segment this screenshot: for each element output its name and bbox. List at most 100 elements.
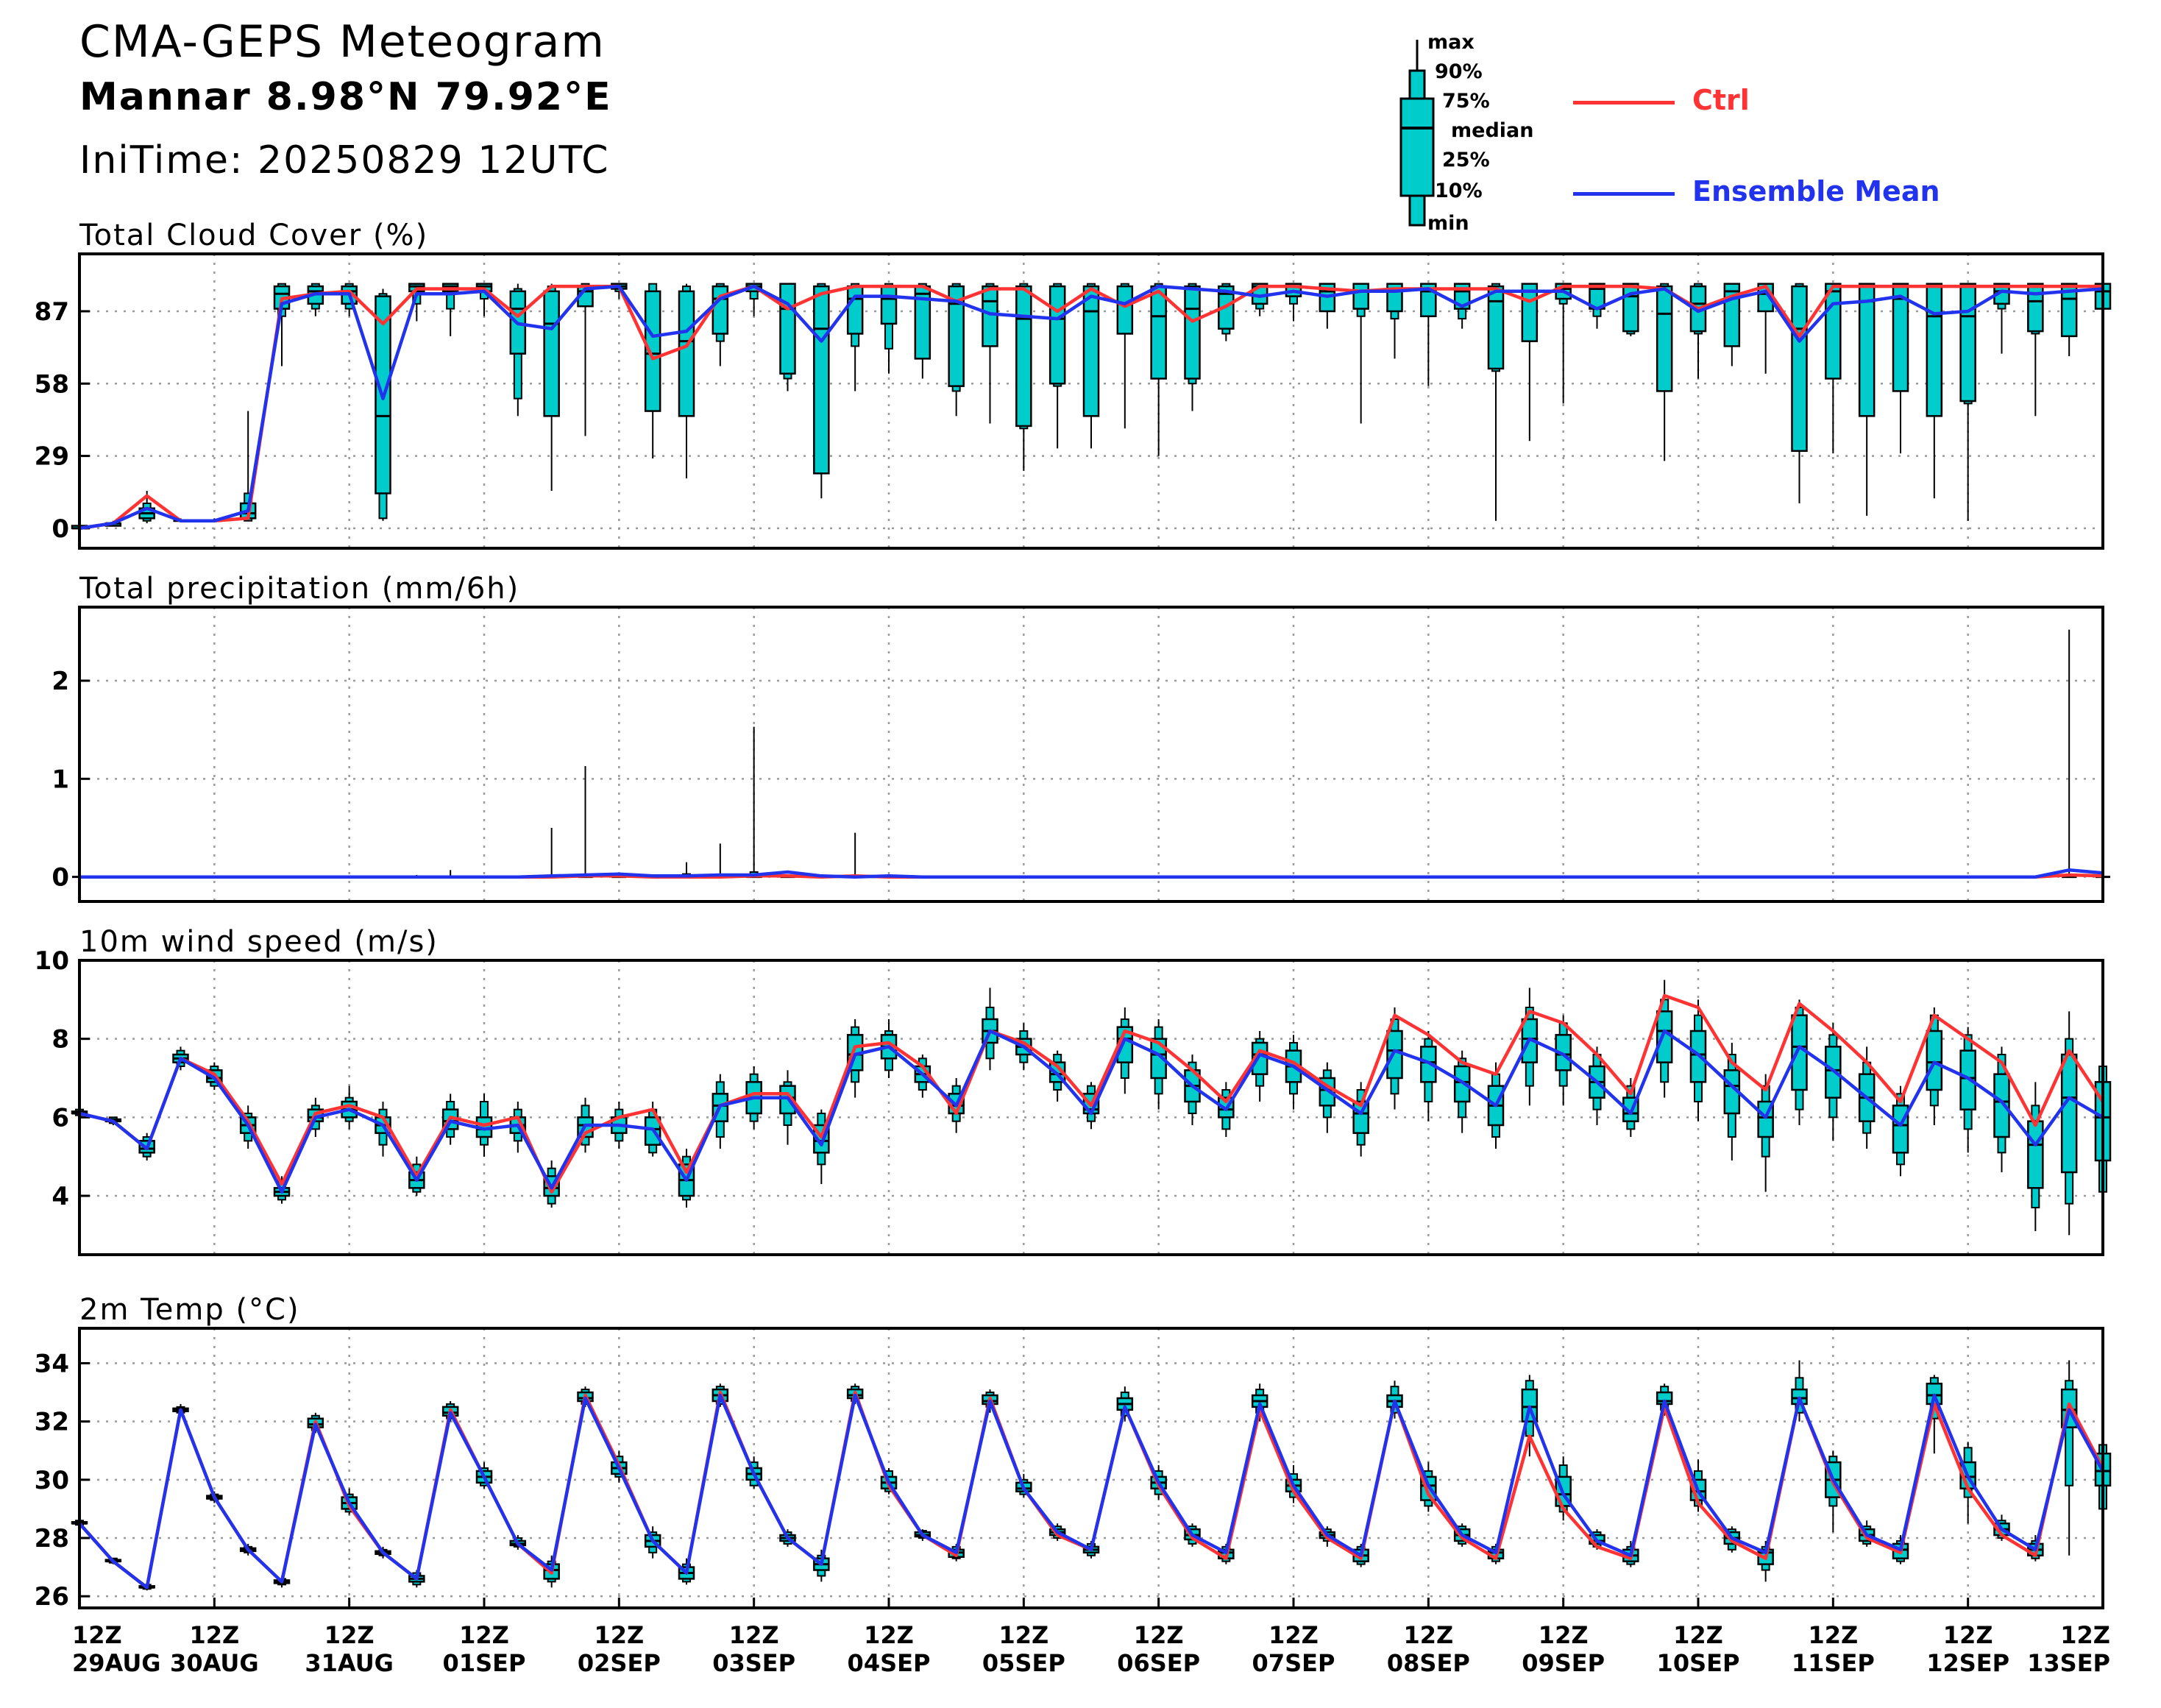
x-tick-date: 31AUG	[305, 1649, 394, 1677]
x-tick-date: 04SEP	[848, 1649, 931, 1677]
box-plot	[2027, 1082, 2044, 1231]
x-tick-hour: 12Z	[594, 1621, 644, 1649]
panel-frame	[78, 606, 2104, 903]
x-tick-date: 08SEP	[1387, 1649, 1470, 1677]
legend-median: median	[1451, 119, 1534, 142]
x-tick-hour: 12Z	[998, 1621, 1048, 1649]
box-25-75	[1487, 285, 1505, 370]
box-plot	[2060, 1011, 2078, 1236]
box-25-75	[846, 285, 864, 335]
box-plot	[1926, 283, 1943, 499]
legend-mean-line	[1573, 192, 1675, 196]
y-tick-label: 30	[35, 1466, 69, 1495]
panel-3: 26 28 30 32 34 2m Temp (°C)	[35, 1293, 2112, 1612]
box-plot	[678, 283, 695, 479]
box-25-75	[1622, 283, 1639, 333]
box-plot	[1150, 1019, 1167, 1110]
box-plot	[1521, 283, 1539, 442]
x-tick-date: 11SEP	[1792, 1649, 1875, 1677]
box-10-90	[2065, 1380, 2074, 1486]
x-tick-hour: 12Z	[72, 1621, 122, 1649]
box-plot	[1015, 283, 1032, 471]
box-25-75	[1959, 283, 1976, 403]
box-plot	[712, 1074, 729, 1149]
box-25-75	[678, 290, 695, 417]
box-plot	[1825, 1023, 1842, 1141]
box-plot	[1420, 1031, 1437, 1121]
box-plot	[1959, 283, 1976, 521]
y-tick-label: 1	[52, 765, 69, 794]
x-tick-hour: 12Z	[1539, 1621, 1589, 1649]
x-tick-hour: 12Z	[1943, 1621, 1993, 1649]
box-plot	[1285, 283, 1302, 322]
x-tick-date: 02SEP	[578, 1649, 661, 1677]
box-legend-glyph	[1399, 40, 1435, 227]
box-plot	[544, 828, 559, 879]
box-25-75	[1048, 285, 1066, 385]
box-25-75	[2060, 1053, 2078, 1174]
panel-2: 4 6 8 10 10m wind speed (m/s)	[35, 925, 2112, 1256]
box-plot	[1116, 1007, 1134, 1094]
box-25-75	[1825, 283, 1842, 380]
box-plot	[1487, 283, 1505, 521]
ensemble-mean-line	[79, 284, 2104, 531]
box-25-75	[1656, 1010, 1673, 1063]
box-plot	[1116, 283, 1134, 429]
x-tick-hour: 12Z	[189, 1621, 239, 1649]
legend-min: min	[1427, 212, 1469, 235]
x-tick-hour: 12Z	[1268, 1621, 1319, 1649]
box-25-75	[2060, 283, 2078, 338]
box-plot	[813, 283, 830, 499]
ensemble-mean-line	[78, 1393, 2104, 1590]
y-tick-label: 2	[52, 667, 69, 696]
box-25-75	[2027, 283, 2044, 333]
y-tick-label: 6	[52, 1103, 69, 1133]
x-tick-hour: 12Z	[1134, 1621, 1184, 1649]
box-plot	[1656, 283, 1673, 461]
box-plot	[2060, 1360, 2078, 1556]
y-tick-label: 58	[35, 369, 69, 399]
legend-75: 75%	[1442, 90, 1490, 113]
x-tick-hour: 12Z	[2060, 1621, 2110, 1649]
box-25-75	[1116, 285, 1134, 335]
box-plot	[1757, 1074, 1774, 1192]
box-plot	[1184, 283, 1201, 411]
box-25-75	[982, 285, 998, 347]
y-tick-label: 8	[52, 1025, 69, 1055]
box-plot	[1791, 283, 1808, 503]
ensemble-mean-line	[79, 868, 2104, 879]
x-tick-date: 01SEP	[443, 1649, 526, 1677]
ctrl-series-line	[79, 284, 2103, 531]
y-tick-label: 29	[35, 442, 69, 472]
box-25-75	[1791, 1014, 1808, 1091]
box-plot	[2060, 283, 2078, 356]
y-tick-label: 26	[35, 1582, 69, 1612]
box-25-75	[880, 285, 898, 325]
box-plot	[1791, 999, 1808, 1125]
x-tick-hour: 12Z	[1808, 1621, 1858, 1649]
box-plot	[1892, 283, 1909, 454]
y-tick-label: 10	[35, 946, 69, 976]
box-plot	[1285, 1035, 1302, 1110]
y-tick-label: 34	[35, 1350, 69, 1379]
legend-ctrl-label: Ctrl	[1692, 84, 1750, 116]
y-tick-label: 4	[52, 1182, 69, 1211]
ensemble-mean-line	[79, 1029, 2104, 1194]
box-25-75	[1150, 285, 1167, 380]
box-plot	[1116, 1386, 1134, 1422]
x-tick-date: 29AUG	[72, 1649, 161, 1677]
box-plot	[1926, 1007, 1943, 1125]
box-plot	[1959, 1027, 1976, 1153]
box-25-75	[1352, 283, 1369, 310]
box-plot	[1420, 283, 1437, 386]
box-plot	[441, 283, 459, 336]
box-25-75	[813, 285, 830, 475]
box-plot	[1352, 283, 1369, 424]
box-plot	[982, 988, 998, 1071]
y-tick-label: 87	[35, 297, 69, 327]
box-plot	[543, 283, 560, 492]
panel-frame	[78, 959, 2104, 1256]
x-tick-date: 03SEP	[712, 1649, 795, 1677]
box-plot	[712, 843, 728, 879]
